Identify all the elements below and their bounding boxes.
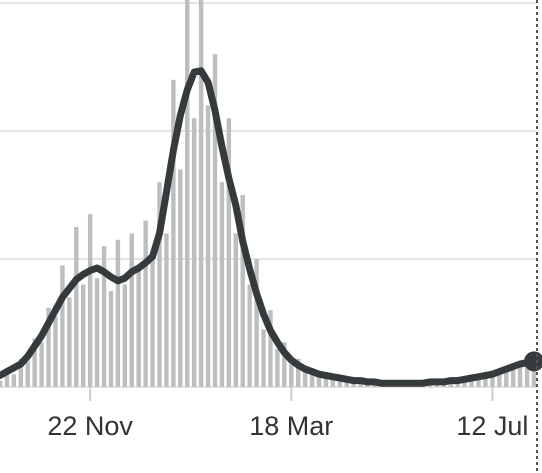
bar [524,361,530,387]
x-tick-label: 12 Jul [456,411,528,441]
bar [122,284,128,387]
bar [67,297,72,387]
bar [81,284,86,387]
bar [358,381,363,387]
bar [240,195,245,387]
bar [497,371,502,387]
bar [510,366,516,387]
bar [309,370,315,387]
bar [254,259,259,387]
bar [53,316,58,387]
bar [39,342,44,387]
bar [25,361,30,387]
bar [296,358,301,387]
bar [191,118,197,387]
bar [344,380,349,387]
bar [32,338,37,387]
bar [289,363,294,387]
bar [101,246,107,387]
bar [233,233,238,387]
bar [490,372,495,387]
bar [18,358,24,387]
bar [268,310,273,387]
bar [108,291,114,387]
bar [462,379,467,387]
bar [60,265,65,387]
bar [282,342,287,387]
bar [115,239,121,387]
x-tick-label: 18 Mar [249,411,333,441]
bar [178,169,183,387]
bar [11,374,17,387]
bar [219,182,225,387]
bar [531,360,537,387]
bar [205,105,211,388]
bar [517,363,523,387]
x-tick-label: 22 Nov [47,411,133,441]
bar [337,378,343,387]
bar [94,278,100,387]
bar [164,233,169,387]
bar [136,265,141,387]
bar [275,348,280,387]
bar [198,0,204,387]
bar [316,376,322,387]
bar [4,369,10,387]
bar [157,182,162,387]
bar [504,369,509,387]
bar [476,376,481,387]
bar [74,227,79,387]
bar [247,284,252,387]
bar [0,380,3,387]
bar [129,233,134,387]
bar [330,378,336,387]
bar [143,220,148,387]
bar [469,378,474,387]
bar [483,375,488,387]
bar [226,118,232,387]
bar [171,79,176,388]
bar [46,307,51,387]
bar [150,252,155,387]
bar [323,374,329,387]
bar [87,214,93,387]
bar [212,54,218,387]
x-axis: 22 Nov 18 Mar 12 Jul [47,387,528,441]
bar [302,371,308,387]
bar [261,329,266,387]
bar [185,0,190,387]
average-line [0,67,538,387]
